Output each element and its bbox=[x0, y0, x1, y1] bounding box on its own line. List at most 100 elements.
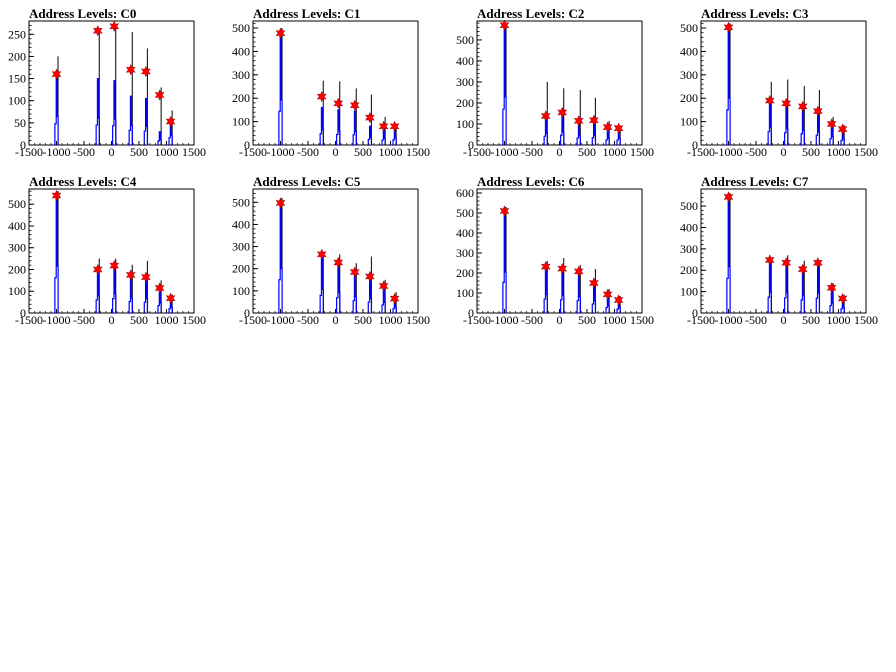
peak-marker bbox=[364, 270, 375, 283]
peak-5 bbox=[378, 116, 389, 146]
x-tick-label: 0 bbox=[557, 313, 563, 327]
peak-histogram bbox=[128, 274, 133, 314]
y-tick-label: 300 bbox=[8, 241, 26, 255]
peak-marker bbox=[826, 282, 837, 294]
y-tick-label: 500 bbox=[8, 197, 26, 211]
peak-histogram bbox=[576, 271, 581, 314]
x-tick-label: 1000 bbox=[155, 145, 179, 159]
y-tick-label: 0 bbox=[20, 306, 26, 320]
x-tick-label: 1500 bbox=[630, 145, 654, 159]
x-tick-label: 0 bbox=[333, 313, 339, 327]
peak-2 bbox=[333, 81, 344, 146]
peak-histogram bbox=[352, 110, 357, 146]
peak-marker bbox=[499, 19, 510, 31]
x-tick-label: 1000 bbox=[827, 313, 851, 327]
y-tick-label: 100 bbox=[456, 117, 474, 131]
peak-marker bbox=[275, 27, 286, 39]
peak-marker bbox=[588, 277, 599, 289]
peak-histogram bbox=[800, 268, 805, 314]
peak-histogram bbox=[53, 73, 59, 146]
y-tick-label: 0 bbox=[244, 138, 250, 152]
panel-title: Address Levels: C2 bbox=[477, 6, 584, 21]
peak-0 bbox=[723, 21, 734, 146]
peak-1 bbox=[316, 80, 327, 146]
x-tick-label: 500 bbox=[578, 313, 596, 327]
peak-marker bbox=[540, 260, 551, 273]
peak-3 bbox=[349, 88, 360, 146]
peak-marker bbox=[154, 282, 165, 294]
plot-frame bbox=[252, 188, 419, 314]
peak-marker bbox=[389, 120, 400, 132]
peak-5 bbox=[826, 116, 837, 146]
peak-marker bbox=[125, 64, 136, 76]
peak-marker bbox=[109, 259, 120, 272]
peak-marker bbox=[764, 94, 775, 107]
y-tick-label: 400 bbox=[232, 217, 250, 231]
x-tick-label: -1000 bbox=[491, 313, 519, 327]
y-tick-label: 500 bbox=[456, 206, 474, 220]
peak-marker bbox=[557, 262, 568, 275]
x-tick-label: -500 bbox=[73, 313, 95, 327]
peak-marker bbox=[723, 21, 734, 34]
peak-marker bbox=[125, 269, 136, 281]
peak-0 bbox=[499, 19, 510, 146]
x-tick-label: 1000 bbox=[155, 313, 179, 327]
peak-marker bbox=[333, 256, 344, 269]
y-tick-label: 100 bbox=[232, 284, 250, 298]
panel-c2: Address Levels: C20100200300400500-1500-… bbox=[456, 6, 654, 159]
y-tick-label: 300 bbox=[456, 246, 474, 260]
peak-marker bbox=[316, 90, 327, 103]
peak-marker bbox=[837, 292, 848, 305]
peak-1 bbox=[540, 260, 551, 314]
y-tick-label: 0 bbox=[468, 306, 474, 320]
y-tick-label: 200 bbox=[232, 91, 250, 105]
peak-histogram bbox=[783, 103, 789, 146]
peak-marker bbox=[165, 292, 176, 304]
y-tick-label: 200 bbox=[8, 262, 26, 276]
peak-4 bbox=[140, 48, 151, 146]
peak-histogram bbox=[128, 95, 133, 146]
peak-4 bbox=[140, 260, 151, 314]
y-tick-label: 200 bbox=[456, 266, 474, 280]
x-tick-label: -1000 bbox=[715, 313, 743, 327]
peak-1 bbox=[92, 258, 103, 314]
x-tick-label: 1500 bbox=[406, 313, 430, 327]
x-tick-label: -1000 bbox=[267, 145, 295, 159]
peak-marker bbox=[378, 120, 389, 132]
x-tick-label: -500 bbox=[745, 313, 767, 327]
peak-2 bbox=[109, 258, 120, 314]
peak-3 bbox=[797, 260, 808, 314]
x-tick-label: 1000 bbox=[603, 313, 627, 327]
peak-histogram bbox=[767, 260, 772, 314]
peak-histogram bbox=[95, 77, 100, 146]
peak-histogram bbox=[111, 264, 117, 314]
peak-5 bbox=[378, 279, 389, 314]
peak-marker bbox=[764, 254, 775, 266]
peak-histogram bbox=[543, 266, 548, 314]
y-tick-label: 500 bbox=[456, 33, 474, 47]
x-tick-label: 1000 bbox=[827, 145, 851, 159]
y-tick-label: 300 bbox=[680, 68, 698, 82]
peak-histogram bbox=[815, 111, 821, 146]
peak-marker bbox=[613, 294, 624, 306]
peak-histogram bbox=[95, 268, 100, 314]
peak-6 bbox=[389, 120, 400, 146]
peak-marker bbox=[109, 20, 120, 33]
x-tick-label: 1000 bbox=[379, 145, 403, 159]
peak-5 bbox=[154, 280, 165, 314]
peak-marker bbox=[602, 288, 613, 301]
panel-c0: Address Levels: C0 0 50 100 150 200 250 -1500 -1… bbox=[8, 6, 206, 159]
panel-c3: Address Levels: C30100200300400500-1500-… bbox=[680, 6, 878, 159]
peak-marker bbox=[781, 97, 792, 110]
x-tick-label: -1500 bbox=[239, 313, 267, 327]
y-tick-label: 400 bbox=[8, 219, 26, 233]
y-tick-label: 300 bbox=[456, 75, 474, 89]
peak-6 bbox=[613, 294, 624, 314]
peak-histogram bbox=[157, 131, 162, 146]
peak-marker bbox=[165, 115, 176, 128]
x-tick-label: 1500 bbox=[182, 145, 206, 159]
plot-frame bbox=[28, 188, 195, 314]
peak-2 bbox=[781, 255, 792, 314]
x-tick-label: -500 bbox=[297, 145, 319, 159]
